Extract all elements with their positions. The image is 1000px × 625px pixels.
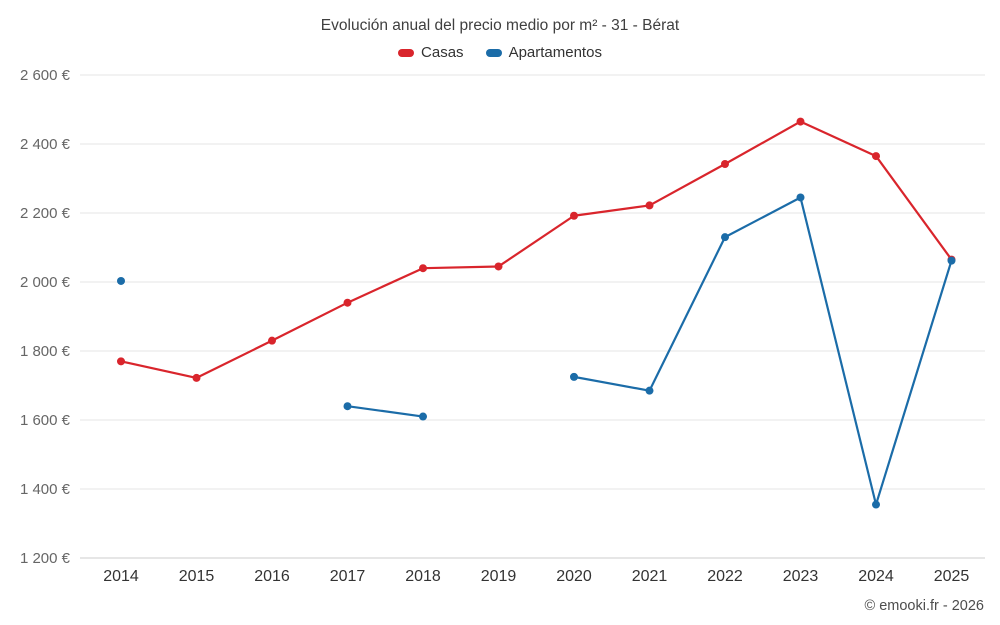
x-axis-tick-label: 2014 — [103, 568, 139, 585]
x-axis-tick-label: 2017 — [330, 568, 366, 585]
data-point-casas-2017[interactable] — [343, 298, 352, 307]
series-line-apartamentos — [346, 405, 425, 418]
legend-marker-casas — [398, 48, 415, 57]
chart-title: Evolución anual del precio medio por m² … — [320, 17, 680, 34]
y-axis-tick-label: 2 400 € — [20, 136, 71, 153]
x-axis-tick-label: 2024 — [858, 568, 894, 585]
data-point-apartamentos-2021[interactable] — [645, 386, 654, 395]
x-axis-tick-label: 2019 — [481, 568, 517, 585]
y-axis-tick-label: 2 000 € — [20, 274, 71, 291]
data-point-casas-2020[interactable] — [570, 211, 578, 220]
x-axis-tick-label: 2021 — [632, 568, 668, 585]
data-point-casas-2015[interactable] — [192, 373, 201, 382]
legend-label-apartamentos: Apartamentos — [508, 44, 602, 61]
y-axis-tick-label: 2 600 € — [20, 67, 71, 84]
data-point-casas-2019[interactable] — [494, 262, 503, 271]
legend: Casas Apartamentos — [0, 44, 1000, 61]
data-point-apartamentos-2022[interactable] — [721, 233, 729, 242]
data-point-casas-2024[interactable] — [872, 152, 880, 161]
data-point-casas-2014[interactable] — [117, 357, 125, 366]
data-point-apartamentos-2024[interactable] — [872, 500, 880, 509]
series-line-apartamentos — [572, 196, 953, 506]
x-axis-tick-label: 2022 — [707, 568, 743, 585]
x-axis-tick-label: 2020 — [556, 568, 592, 585]
legend-item-apartamentos[interactable]: Apartamentos — [485, 44, 602, 61]
legend-marker-apartamentos — [485, 48, 502, 57]
y-axis-tick-label: 1 200 € — [20, 550, 71, 567]
data-point-casas-2023[interactable] — [796, 117, 805, 126]
y-axis-tick-label: 1 600 € — [20, 412, 71, 429]
data-point-apartamentos-2014[interactable] — [117, 276, 125, 285]
x-axis-tick-label: 2018 — [405, 568, 441, 585]
data-point-casas-2021[interactable] — [645, 201, 654, 210]
data-point-apartamentos-2018[interactable] — [419, 412, 427, 421]
x-axis-tick-label: 2023 — [783, 568, 819, 585]
series-line-casas — [119, 120, 953, 380]
legend-label-casas: Casas — [421, 44, 464, 61]
data-point-casas-2022[interactable] — [721, 160, 729, 169]
y-axis-tick-label: 1 800 € — [20, 343, 71, 360]
x-axis-tick-label: 2016 — [254, 568, 290, 585]
y-axis-tick-label: 1 400 € — [20, 481, 71, 498]
y-axis-tick-label: 2 200 € — [20, 205, 71, 222]
data-point-casas-2018[interactable] — [419, 264, 427, 273]
x-axis-tick-label: 2015 — [179, 568, 215, 585]
attribution: © emooki.fr - 2026 — [864, 598, 984, 614]
data-point-apartamentos-2020[interactable] — [570, 372, 578, 381]
data-point-casas-2016[interactable] — [268, 336, 276, 345]
data-point-apartamentos-2023[interactable] — [796, 193, 805, 202]
x-axis-tick-label: 2025 — [934, 568, 970, 585]
data-point-apartamentos-2017[interactable] — [343, 402, 352, 411]
data-point-apartamentos-2025[interactable] — [947, 256, 956, 265]
legend-item-casas[interactable]: Casas — [398, 44, 464, 61]
